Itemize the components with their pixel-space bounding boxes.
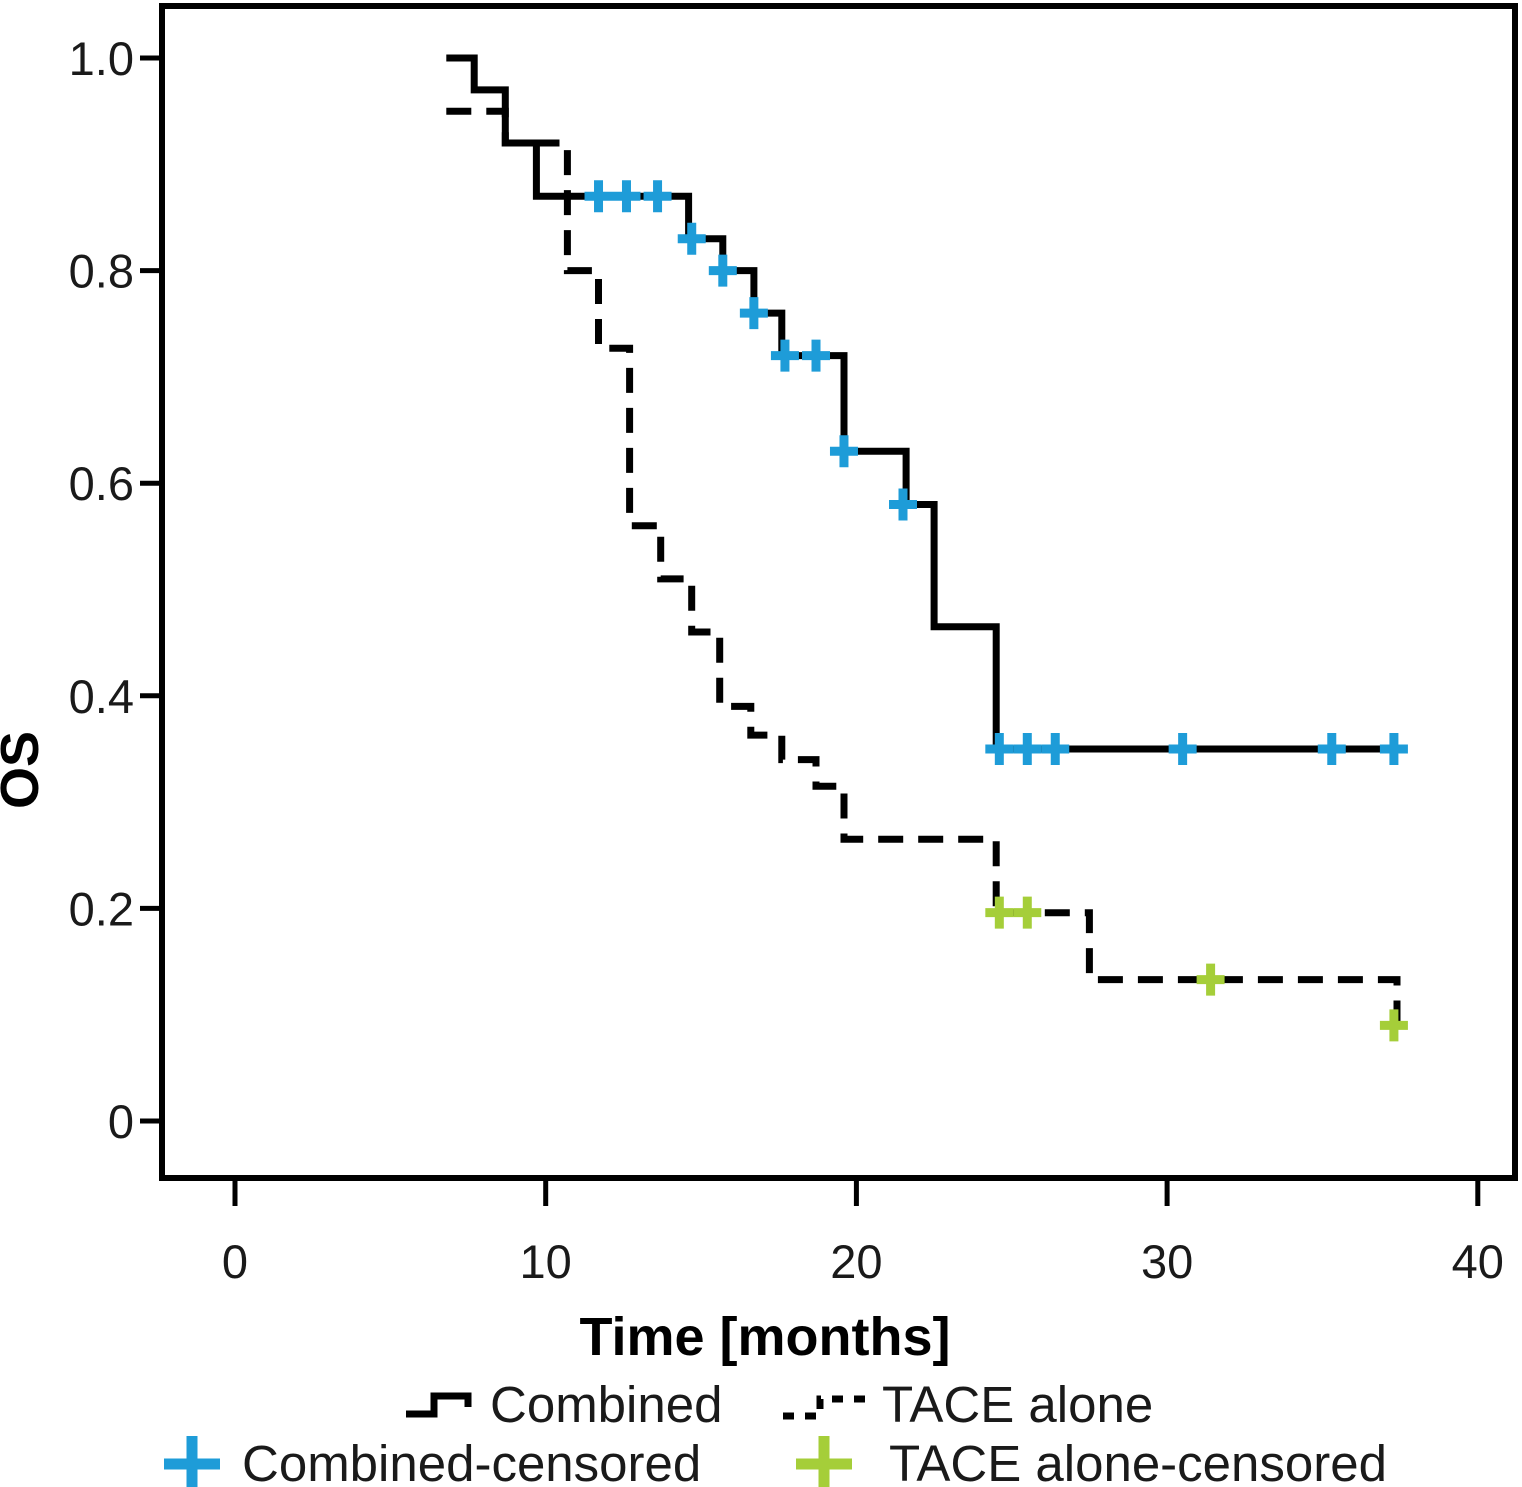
censor-mark-tace-alone (1013, 896, 1042, 929)
censor-mark-combined (584, 180, 613, 213)
censor-mark-combined (1379, 732, 1408, 765)
y-tick-label: 1.0 (69, 32, 134, 85)
y-tick-label: 0.2 (69, 882, 134, 935)
legend: Combined TACE alone Combined-censored TA… (164, 1376, 1387, 1487)
censor-mark-tace-alone (985, 896, 1014, 929)
x-tick-label: 20 (830, 1235, 882, 1288)
legend-combined-line-glyph (406, 1392, 472, 1418)
censor-mark-combined (643, 180, 672, 213)
series-line-combined (446, 54, 1404, 753)
censor-mark-combined (1317, 732, 1346, 765)
legend-tace-label: TACE alone (882, 1376, 1153, 1433)
y-axis-ticks: 1.0 0.8 0.6 0.4 0.2 0 (69, 32, 162, 1148)
censor-mark-combined (802, 339, 831, 372)
censor-mark-combined (1168, 732, 1197, 765)
y-tick-label: 0.8 (69, 245, 134, 298)
censor-marks (584, 180, 1408, 1042)
censor-mark-combined (985, 732, 1014, 765)
censor-mark-combined (1041, 732, 1070, 765)
y-tick-label: 0 (108, 1095, 134, 1148)
x-tick-label: 30 (1141, 1235, 1193, 1288)
legend-tace-censored-label: TACE alone-censored (889, 1435, 1387, 1487)
survival-curves (446, 54, 1404, 1029)
legend-combined-label: Combined (490, 1376, 722, 1433)
legend-combined-censored-label: Combined-censored (242, 1435, 701, 1487)
legend-tace-censored-glyph (796, 1436, 852, 1487)
censor-mark-combined (889, 488, 918, 521)
censor-mark-tace-alone (1379, 1009, 1408, 1042)
plot-box (159, 3, 1518, 1181)
censor-mark-combined (1013, 732, 1042, 765)
series-line-tace-alone (446, 107, 1402, 1029)
legend-combined-censored-glyph (164, 1436, 220, 1487)
x-axis-title: Time [months] (579, 1307, 950, 1367)
x-tick-label: 10 (520, 1235, 572, 1288)
censor-mark-combined (770, 339, 799, 372)
y-axis-title: OS (0, 731, 50, 809)
y-tick-label: 0.4 (69, 670, 134, 723)
censor-mark-combined (612, 180, 641, 213)
x-axis-ticks: 0 10 20 30 40 (222, 1178, 1504, 1288)
censor-mark-combined (677, 222, 706, 255)
censor-mark-tace-alone (1196, 963, 1225, 996)
x-tick-label: 0 (222, 1235, 248, 1288)
censor-mark-combined (739, 297, 768, 330)
y-tick-label: 0.6 (69, 457, 134, 510)
censor-mark-combined (708, 254, 737, 287)
x-tick-label: 40 (1452, 1235, 1504, 1288)
legend-tace-line-glyph (783, 1395, 868, 1420)
censor-mark-combined (829, 435, 858, 468)
